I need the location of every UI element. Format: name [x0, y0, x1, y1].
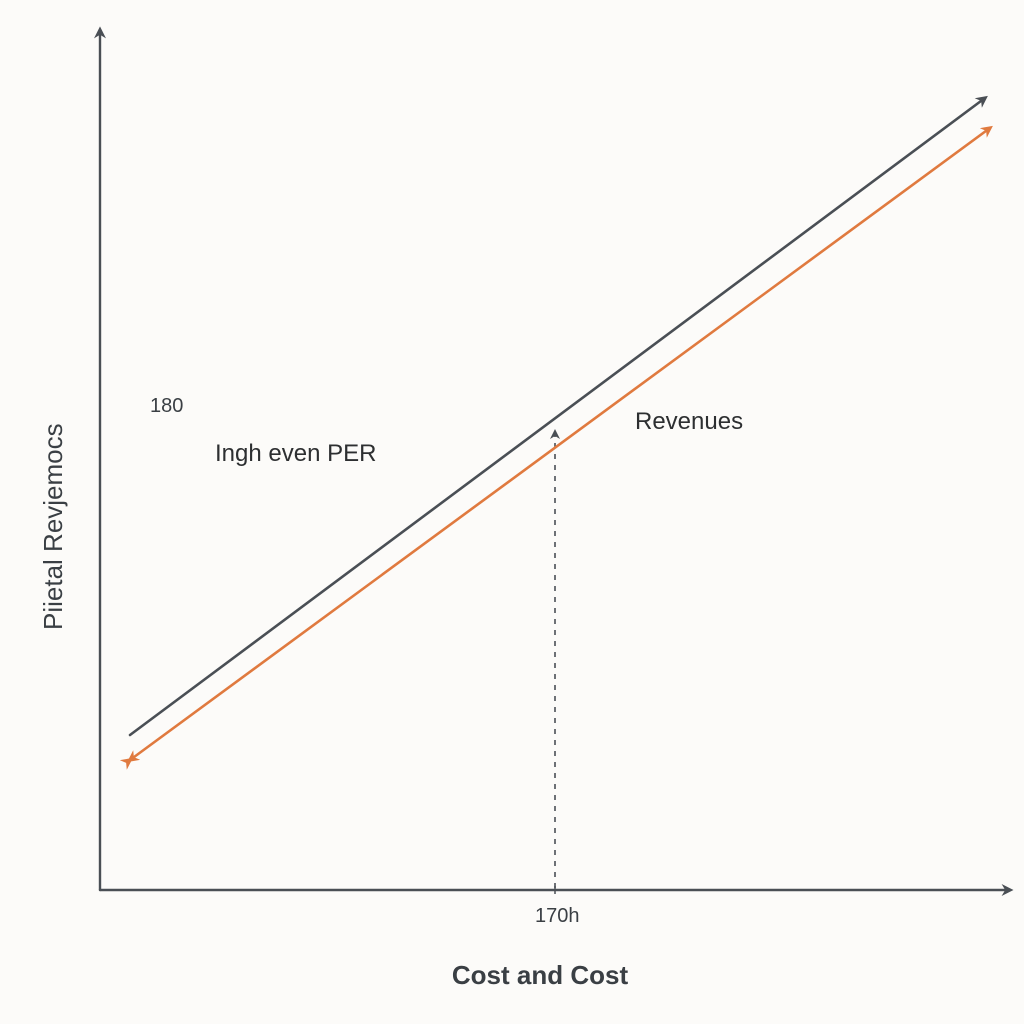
- y-tick-0: 180: [150, 395, 183, 418]
- series-label-grey: Ingh even PER: [215, 440, 376, 468]
- chart-svg: [0, 0, 1024, 1024]
- x-tick-0: 170h: [535, 905, 580, 928]
- y-axis-title: Piietal Revjemocs: [38, 423, 69, 630]
- series-label-orange: Revenues: [635, 408, 743, 436]
- series-line-grey-line: [130, 98, 985, 735]
- chart-container: Piietal Revjemocs Cost and Cost 180 170h…: [0, 0, 1024, 1024]
- x-axis-title: Cost and Cost: [340, 960, 740, 991]
